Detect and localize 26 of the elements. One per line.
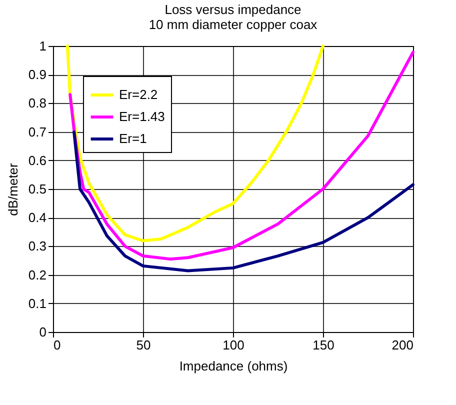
- y-tick-label: 0: [39, 324, 46, 340]
- y-tick-label: 1: [39, 38, 46, 54]
- x-axis-title: Impedance (ohms): [179, 358, 288, 374]
- y-tick-label: 0.2: [28, 267, 46, 282]
- line-series: [66, 44, 324, 242]
- x-tick-label: 50: [136, 338, 151, 352]
- chart-title: Loss versus impedance: [164, 2, 302, 17]
- y-axis-title: dB/meter: [5, 162, 20, 216]
- y-tick-label: 0.7: [28, 124, 46, 140]
- y-tick-label: 0.9: [28, 67, 46, 82]
- x-tick-label: 100: [222, 338, 244, 352]
- legend-label: Er=1.43: [119, 109, 165, 124]
- line-series: [72, 130, 414, 272]
- x-tick-label: 200: [392, 338, 414, 352]
- x-tick-label: 150: [312, 338, 334, 352]
- line-series: [68, 50, 414, 261]
- y-tick-label: 0.4: [28, 210, 46, 226]
- legend-label: Er=2.2: [119, 87, 158, 102]
- y-tick-label: 0.3: [28, 238, 46, 254]
- x-tick-label: 0: [54, 338, 61, 352]
- y-tick-label: 0.8: [28, 96, 46, 111]
- y-tick-label: 0.6: [28, 152, 46, 168]
- y-tick-label: 0.5: [28, 182, 46, 196]
- y-tick-label: 0.1: [28, 296, 46, 311]
- legend-label: Er=1: [119, 131, 147, 146]
- chart-subtitle: 10 mm diameter copper coax: [148, 17, 318, 32]
